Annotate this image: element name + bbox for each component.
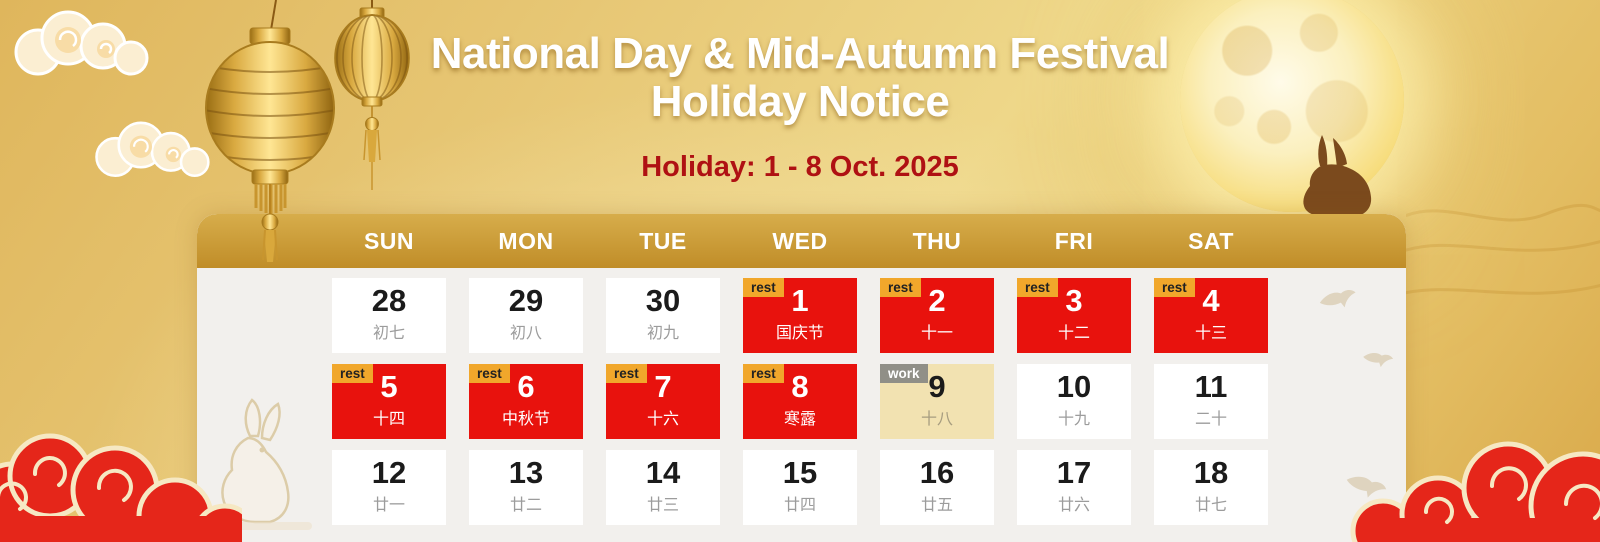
day-cell-5: rest 5 十四: [332, 364, 446, 439]
day-number: 16: [919, 455, 955, 490]
day-cell-15: 15 廿四: [743, 450, 857, 525]
banner-header: National Day & Mid-Autumn Festival Holid…: [400, 30, 1200, 184]
day-cell-17: 17 廿六: [1017, 450, 1131, 525]
day-lunar-label: 十九: [1057, 410, 1090, 428]
day-cell-29: 29 初八: [469, 278, 583, 353]
day-lunar-label: 寒露: [783, 410, 816, 428]
rest-badge: rest: [743, 278, 784, 297]
moon-icon: [1180, 0, 1404, 212]
day-lunar-label: 中秋节: [501, 410, 550, 428]
day-cell-16: 16 廿五: [880, 450, 994, 525]
day-number: 6: [517, 369, 535, 404]
day-lunar-label: 廿七: [1194, 496, 1227, 514]
day-number: 17: [1056, 455, 1092, 490]
rabbit-silhouette-icon: [1303, 135, 1372, 216]
day-cell-2: rest 2 十一: [880, 278, 994, 353]
rest-badge: rest: [1154, 278, 1195, 297]
wave-lines-icon: [1406, 203, 1600, 295]
day-number: 18: [1193, 455, 1229, 490]
lantern-icon: [205, 0, 335, 262]
rest-badge: rest: [606, 364, 647, 383]
day-lunar-label: 十八: [920, 410, 953, 428]
rest-badge: rest: [880, 278, 921, 297]
day-number: 14: [645, 455, 681, 490]
holiday-date-range: Holiday: 1 - 8 Oct. 2025: [641, 151, 959, 184]
day-number: 8: [791, 369, 809, 404]
red-cloud-icon: [0, 433, 242, 542]
day-header-sat: SAT: [1188, 227, 1234, 254]
day-number: 15: [782, 455, 818, 490]
day-number: 4: [1202, 283, 1220, 318]
work-badge: work: [880, 364, 928, 383]
day-lunar-label: 廿五: [920, 496, 953, 514]
day-lunar-label: 廿二: [509, 496, 542, 514]
day-lunar-label: 廿一: [372, 496, 405, 514]
day-lunar-label: 国庆节: [775, 324, 824, 342]
red-cloud-icon: [1350, 441, 1600, 542]
rest-badge: rest: [1017, 278, 1058, 297]
day-number: 28: [371, 283, 407, 318]
day-header-fri: FRI: [1054, 227, 1094, 254]
day-number: 30: [645, 283, 681, 318]
day-lunar-label: 十一: [920, 324, 953, 342]
cloud-icon: [95, 121, 210, 178]
day-number: 1: [791, 283, 809, 318]
bird-icon: [1346, 476, 1387, 498]
day-cell-28: 28 初七: [332, 278, 446, 353]
day-cell-4: rest 4 十三: [1154, 278, 1268, 353]
day-number: 2: [928, 283, 946, 318]
day-cell-11: 11 二十: [1154, 364, 1268, 439]
day-number: 13: [508, 455, 544, 490]
day-header-sun: SUN: [363, 227, 415, 254]
cloud-icon: [14, 10, 149, 76]
day-lunar-label: 廿六: [1057, 496, 1090, 514]
day-lunar-label: 初九: [646, 324, 679, 342]
holiday-calendar: SUN MON TUE WED THU FRI SAT 28 初七 29 初八 30 初九 rest 1 国…: [197, 214, 1406, 542]
page-title-line1: National Day & Mid-Autumn Festival: [430, 29, 1170, 78]
day-lunar-label: 初七: [372, 324, 405, 342]
bird-icon: [1363, 353, 1394, 368]
day-cell-7: rest 7 十六: [606, 364, 720, 439]
day-lunar-label: 二十: [1194, 410, 1227, 428]
day-cell-18: 18 廿七: [1154, 450, 1268, 525]
bird-icon: [1319, 290, 1356, 308]
day-number: 29: [508, 283, 544, 318]
day-cell-8: rest 8 寒露: [743, 364, 857, 439]
rest-badge: rest: [469, 364, 510, 383]
day-lunar-label: 十四: [372, 410, 405, 428]
day-cell-3: rest 3 十二: [1017, 278, 1131, 353]
day-number: 12: [371, 455, 407, 490]
day-lunar-label: 廿四: [783, 496, 816, 514]
day-header-tue: TUE: [639, 227, 687, 254]
day-cell-13: 13 廿二: [469, 450, 583, 525]
day-number: 5: [380, 369, 398, 404]
day-lunar-label: 十三: [1194, 324, 1227, 342]
rest-badge: rest: [743, 364, 784, 383]
day-cell-6: rest 6 中秋节: [469, 364, 583, 439]
day-header-thu: THU: [912, 227, 962, 254]
day-cell-9: work 9 十八: [880, 364, 994, 439]
calendar-grid: 28 初七 29 初八 30 初九 rest 1 国庆节 rest 2 十一 rest 3 十二 rest 4 十…: [332, 278, 1268, 525]
day-cell-12: 12 廿一: [332, 450, 446, 525]
lantern-icon: [334, 0, 410, 190]
day-lunar-label: 廿三: [646, 496, 679, 514]
day-number: 10: [1056, 369, 1092, 404]
page-title-line2: Holiday Notice: [650, 76, 950, 126]
day-header-wed: WED: [772, 227, 828, 254]
day-cell-1: rest 1 国庆节: [743, 278, 857, 353]
day-number: 3: [1065, 283, 1083, 318]
calendar-weekday-header: SUN MON TUE WED THU FRI SAT: [197, 214, 1406, 268]
rest-badge: rest: [332, 364, 373, 383]
day-header-mon: MON: [498, 227, 554, 254]
day-cell-14: 14 廿三: [606, 450, 720, 525]
day-cell-30: 30 初九: [606, 278, 720, 353]
day-number: 7: [654, 369, 672, 404]
day-number: 11: [1194, 369, 1228, 404]
day-lunar-label: 初八: [509, 324, 542, 342]
day-lunar-label: 十六: [646, 410, 679, 428]
day-lunar-label: 十二: [1057, 324, 1090, 342]
day-number: 9: [928, 369, 946, 404]
day-cell-10: 10 十九: [1017, 364, 1131, 439]
